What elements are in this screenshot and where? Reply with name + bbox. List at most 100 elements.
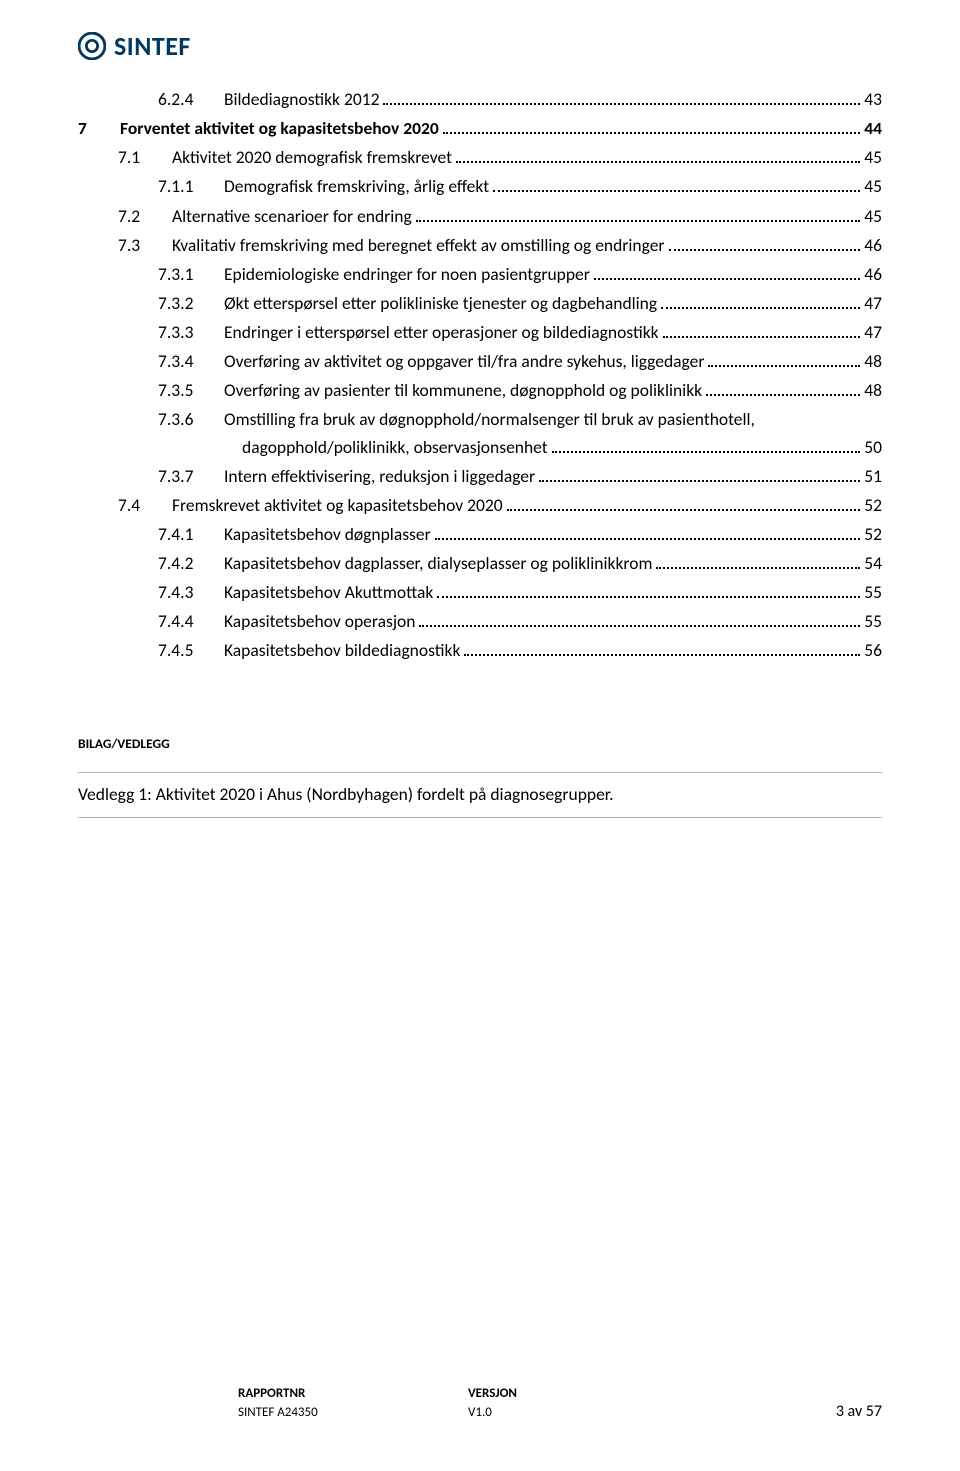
toc-entry: 7.3 Kvalitativ fremskriving med beregnet … (118, 232, 882, 259)
toc-entry-number: 7.4 (118, 492, 160, 519)
toc-entry: 7.4.1 Kapasitetsbehov døgnplasser 52 (158, 521, 882, 548)
toc-entry-page: 52 (864, 521, 882, 548)
toc-entry-number: 7.4.3 (158, 579, 214, 606)
toc-entry-text: Kapasitetsbehov operasjon (224, 608, 415, 635)
toc-entry: 7.3.6Omstilling fra bruk av døgnopphold/… (158, 406, 882, 460)
toc-entry: 7.4 Fremskrevet aktivitet og kapasitetsbe… (118, 492, 882, 519)
toc-entry-text: dagopphold/poliklinikk, observasjonsenhe… (242, 434, 548, 461)
toc-entry-number: 7.3.3 (158, 319, 214, 346)
toc-entry: 7.3.4Overføring av aktivitet og oppgaver… (158, 348, 882, 375)
toc-entry-text: Intern effektivisering, reduksjon i ligg… (224, 463, 535, 490)
toc-entry-page: 45 (864, 144, 882, 171)
toc-entry-text: Alternative scenarioer for endring (172, 203, 412, 230)
toc-entry-page: 52 (864, 492, 882, 519)
toc-entry-page: 47 (864, 290, 882, 317)
toc-entry-number: 7.3.7 (158, 463, 214, 490)
toc-leader (416, 208, 861, 222)
toc-entry-page: 55 (864, 579, 882, 606)
footer-versjon-value: V1.0 (468, 1404, 678, 1423)
footer-rapportnr-label: RAPPORTNR (238, 1385, 468, 1404)
toc-entry-page: 44 (864, 115, 882, 142)
toc-entry-page: 46 (864, 261, 882, 288)
toc-entry-page: 55 (864, 608, 882, 635)
toc-leader (663, 324, 861, 338)
toc-entry-text: Kapasitetsbehov dagplasser, dialyseplass… (224, 550, 652, 577)
toc-leader (456, 149, 860, 163)
toc-entry: 7.3.3Endringer i etterspørsel etter oper… (158, 319, 882, 346)
toc-entry-page: 46 (864, 232, 882, 259)
toc-leader (706, 382, 860, 396)
toc-entry-number: 6.2.4 (158, 86, 214, 113)
toc-leader (552, 439, 861, 453)
toc-entry-page: 56 (864, 637, 882, 664)
toc-entry-text: Kapasitetsbehov døgnplasser (224, 521, 431, 548)
sintef-logo-text: SINTEF (114, 30, 191, 62)
toc-entry-number: 7.2 (118, 203, 160, 230)
toc-entry: 6.2.4 Bildediagnostikk 2012 43 (158, 86, 882, 113)
footer-versjon: VERSJON V1.0 (468, 1385, 678, 1423)
toc-entry-text: Overføring av pasienter til kommunene, d… (224, 377, 702, 404)
sintef-logo: SINTEF (78, 30, 882, 62)
toc-leader (383, 91, 860, 105)
toc-entry: 7.4.3 Kapasitetsbehov Akuttmottak 55 (158, 579, 882, 606)
toc-leader (437, 584, 860, 598)
bilag-heading: BILAG/VEDLEGG (78, 735, 882, 752)
toc-entry-number: 7.1.1 (158, 173, 214, 200)
toc-entry-text: Aktivitet 2020 demografisk fremskrevet (172, 144, 452, 171)
toc-entry-number: 7.1 (118, 144, 160, 171)
toc-entry-text: Kapasitetsbehov Akuttmottak (224, 579, 433, 606)
toc-leader (435, 526, 861, 540)
toc-entry-page: 47 (864, 319, 882, 346)
toc-entry-page: 51 (864, 463, 882, 490)
toc-entry: 7.1 Aktivitet 2020 demografisk fremskreve… (118, 144, 882, 171)
toc-entry-number: 7.4.2 (158, 550, 214, 577)
table-of-contents: 6.2.4 Bildediagnostikk 2012 43 7 Forventet a… (78, 86, 882, 665)
toc-leader (464, 642, 860, 656)
toc-entry-text: Kapasitetsbehov bildediagnostikk (224, 637, 460, 664)
toc-entry: 7.4.5 Kapasitetsbehov bildediagnostikk 56 (158, 637, 882, 664)
footer-rapportnr-value: SINTEF A24350 (238, 1404, 468, 1423)
toc-entry-page: 45 (864, 173, 882, 200)
toc-entry-number: 7.3.1 (158, 261, 214, 288)
toc-leader (594, 266, 860, 280)
toc-entry-number: 7.4.5 (158, 637, 214, 664)
toc-entry-text: Overføring av aktivitet og oppgaver til/… (224, 348, 704, 375)
toc-leader (661, 295, 860, 309)
footer-page-indicator: 3 av 57 (678, 1400, 882, 1423)
toc-entry-number: 7.3 (118, 232, 160, 259)
toc-entry-number: 7.3.5 (158, 377, 214, 404)
toc-entry: 7.2 Alternative scenarioer for endring 45 (118, 203, 882, 230)
toc-leader (419, 613, 860, 627)
toc-entry-text: Forventet aktivitet og kapasitetsbehov 2… (120, 115, 439, 142)
toc-leader (656, 555, 860, 569)
toc-entry-text: Økt etterspørsel etter polikliniske tjen… (224, 290, 657, 317)
toc-entry-page: 48 (864, 348, 882, 375)
toc-entry-page: 43 (864, 86, 882, 113)
toc-entry: 7.3.1 Epidemiologiske endringer for noen … (158, 261, 882, 288)
toc-entry-page: 54 (864, 550, 882, 577)
toc-entry: 7.4.2 Kapasitetsbehov dagplasser, dialyse… (158, 550, 882, 577)
toc-entry-text: Kvalitativ fremskriving med beregnet eff… (172, 232, 665, 259)
toc-entry: 7.3.5 Overføring av pasienter til kommune… (158, 377, 882, 404)
toc-leader (539, 468, 860, 482)
toc-entry-number: 7.4.1 (158, 521, 214, 548)
toc-entry-number: 7.3.2 (158, 290, 214, 317)
toc-leader (443, 120, 861, 134)
footer-rapportnr: RAPPORTNR SINTEF A24350 (238, 1385, 468, 1423)
toc-entry-text: Epidemiologiske endringer for noen pasie… (224, 261, 590, 288)
toc-entry-text: Bildediagnostikk 2012 (224, 86, 379, 113)
toc-entry: 7 Forventet aktivitet og kapasitetsbehov … (78, 115, 882, 142)
toc-entry-text: Demografisk fremskriving, årlig effekt (224, 173, 489, 200)
footer-versjon-label: VERSJON (468, 1385, 678, 1404)
toc-entry: 7.1.1 Demografisk fremskriving, årlig eff… (158, 173, 882, 200)
toc-leader (708, 353, 860, 367)
toc-entry-text: Fremskrevet aktivitet og kapasitetsbehov… (172, 492, 503, 519)
sintef-logo-icon (78, 32, 106, 60)
toc-entry: 7.4.4Kapasitetsbehov operasjon55 (158, 608, 882, 635)
page-footer: RAPPORTNR SINTEF A24350 VERSJON V1.0 3 a… (78, 1385, 882, 1423)
toc-entry-page: 45 (864, 203, 882, 230)
toc-entry-number: 7 (78, 115, 104, 142)
document-page: SINTEF 6.2.4 Bildediagnostikk 2012 43 7 Forv… (0, 0, 960, 1471)
toc-leader (507, 497, 861, 511)
vedlegg-box: Vedlegg 1: Aktivitet 2020 i Ahus (Nordby… (78, 772, 882, 818)
